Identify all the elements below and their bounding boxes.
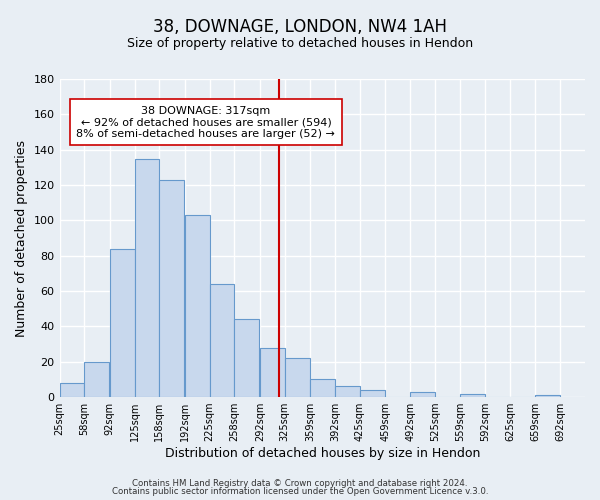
Y-axis label: Number of detached properties: Number of detached properties [15,140,28,336]
Bar [310,380,335,397]
Text: 38, DOWNAGE, LONDON, NW4 1AH: 38, DOWNAGE, LONDON, NW4 1AH [153,18,447,36]
Bar [235,320,259,397]
Bar [59,383,85,397]
Bar [185,215,209,397]
Text: Contains public sector information licensed under the Open Government Licence v.: Contains public sector information licen… [112,487,488,496]
Bar [209,284,235,397]
Bar [410,392,435,397]
X-axis label: Distribution of detached houses by size in Hendon: Distribution of detached houses by size … [164,447,480,460]
Bar [134,158,160,397]
Bar [110,248,134,397]
Bar [460,394,485,397]
Bar [85,362,109,397]
Bar [160,180,184,397]
Text: Contains HM Land Registry data © Crown copyright and database right 2024.: Contains HM Land Registry data © Crown c… [132,478,468,488]
Bar [335,386,360,397]
Bar [360,390,385,397]
Bar [260,348,285,397]
Bar [535,396,560,397]
Text: 38 DOWNAGE: 317sqm
← 92% of detached houses are smaller (594)
8% of semi-detache: 38 DOWNAGE: 317sqm ← 92% of detached hou… [76,106,335,138]
Bar [285,358,310,397]
Text: Size of property relative to detached houses in Hendon: Size of property relative to detached ho… [127,38,473,51]
